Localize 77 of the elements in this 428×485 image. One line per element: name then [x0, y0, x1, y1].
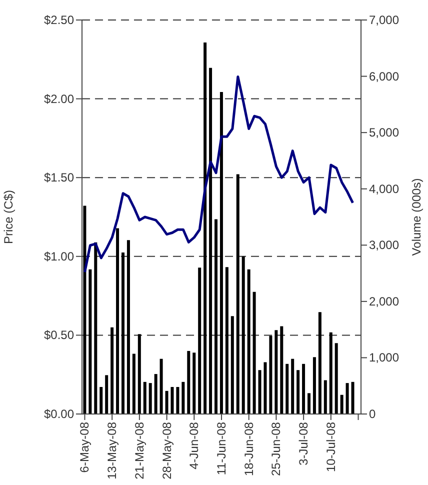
- bar: [324, 380, 327, 414]
- y2-tick-label: 2,000: [369, 294, 400, 308]
- y-tick-label: $2.50: [44, 13, 74, 27]
- bar: [170, 386, 174, 414]
- y2-tick-label: 4,000: [369, 182, 400, 196]
- bar: [258, 370, 262, 414]
- bar: [105, 375, 108, 414]
- bar: [236, 174, 240, 414]
- x-tick-label: 28-May-08: [160, 422, 174, 480]
- y-axis-title: Price (C$): [1, 190, 16, 244]
- bar: [269, 336, 272, 414]
- bar: [110, 327, 114, 414]
- y2-tick-label: 7,000: [369, 13, 400, 27]
- bar: [182, 382, 185, 414]
- bar: [296, 370, 300, 414]
- y-tick-label: $2.00: [44, 92, 74, 106]
- bar: [176, 386, 180, 414]
- bar: [214, 219, 218, 414]
- bar: [247, 269, 250, 414]
- y-tick-label: $0.00: [44, 407, 74, 421]
- y2-axis-title: Volume (000s): [409, 178, 424, 256]
- bar: [187, 350, 190, 414]
- bar: [340, 394, 344, 414]
- bar: [138, 334, 141, 414]
- x-tick-label: 18-Jun-08: [242, 422, 256, 476]
- bar: [334, 343, 338, 414]
- bar: [230, 316, 234, 414]
- bar: [318, 312, 322, 414]
- x-tick-label: 10-Jul-08: [324, 422, 338, 472]
- y2-tick-label: 6,000: [369, 69, 400, 84]
- y-tick-label: $1.00: [44, 249, 74, 264]
- bar: [148, 383, 152, 414]
- bar: [160, 358, 163, 414]
- bar: [312, 357, 316, 414]
- bar: [94, 242, 98, 414]
- bar: [132, 354, 136, 414]
- y-tick-label: $1.50: [44, 170, 74, 185]
- bar: [274, 330, 278, 414]
- line-series: [83, 75, 354, 274]
- x-tick-label: 4-Jun-08: [187, 422, 202, 470]
- y-tick-label: $0.50: [44, 328, 74, 342]
- x-tick-label: 3-Jul-08: [296, 422, 311, 466]
- bar: [346, 383, 349, 414]
- bar: [154, 374, 158, 414]
- bar: [209, 68, 212, 414]
- bar: [122, 252, 124, 414]
- bar: [291, 358, 294, 414]
- x-tick-label: 13-May-08: [105, 422, 120, 480]
- y2-tick-label: 1,000: [369, 350, 400, 365]
- bar: [100, 386, 103, 414]
- bar: [88, 269, 92, 414]
- bar: [220, 92, 223, 414]
- x-tick-label: 11-Jun-08: [214, 422, 228, 476]
- bar: [192, 352, 196, 414]
- bar: [126, 240, 130, 414]
- x-tick-label: 6-May-08: [78, 422, 92, 473]
- bar: [351, 382, 354, 414]
- bar: [143, 382, 146, 414]
- x-tick-label: 21-May-08: [132, 422, 146, 480]
- bar: [252, 292, 256, 414]
- bar: [204, 42, 207, 414]
- bar: [264, 362, 267, 414]
- bar: [302, 364, 306, 414]
- x-tick-label: 25-Jun-08: [269, 422, 284, 476]
- bar: [242, 256, 245, 414]
- bar: [286, 364, 289, 414]
- bar: [280, 326, 284, 414]
- y2-tick-label: 3,000: [369, 238, 400, 252]
- y2-tick-label: 5,000: [369, 126, 400, 140]
- bar: [308, 393, 310, 414]
- bar: [198, 268, 202, 414]
- bar: [329, 332, 332, 414]
- bar: [165, 390, 168, 414]
- y2-tick-label: 0: [369, 407, 376, 421]
- bar: [116, 228, 120, 414]
- bar: [83, 206, 86, 414]
- bar: [225, 267, 228, 414]
